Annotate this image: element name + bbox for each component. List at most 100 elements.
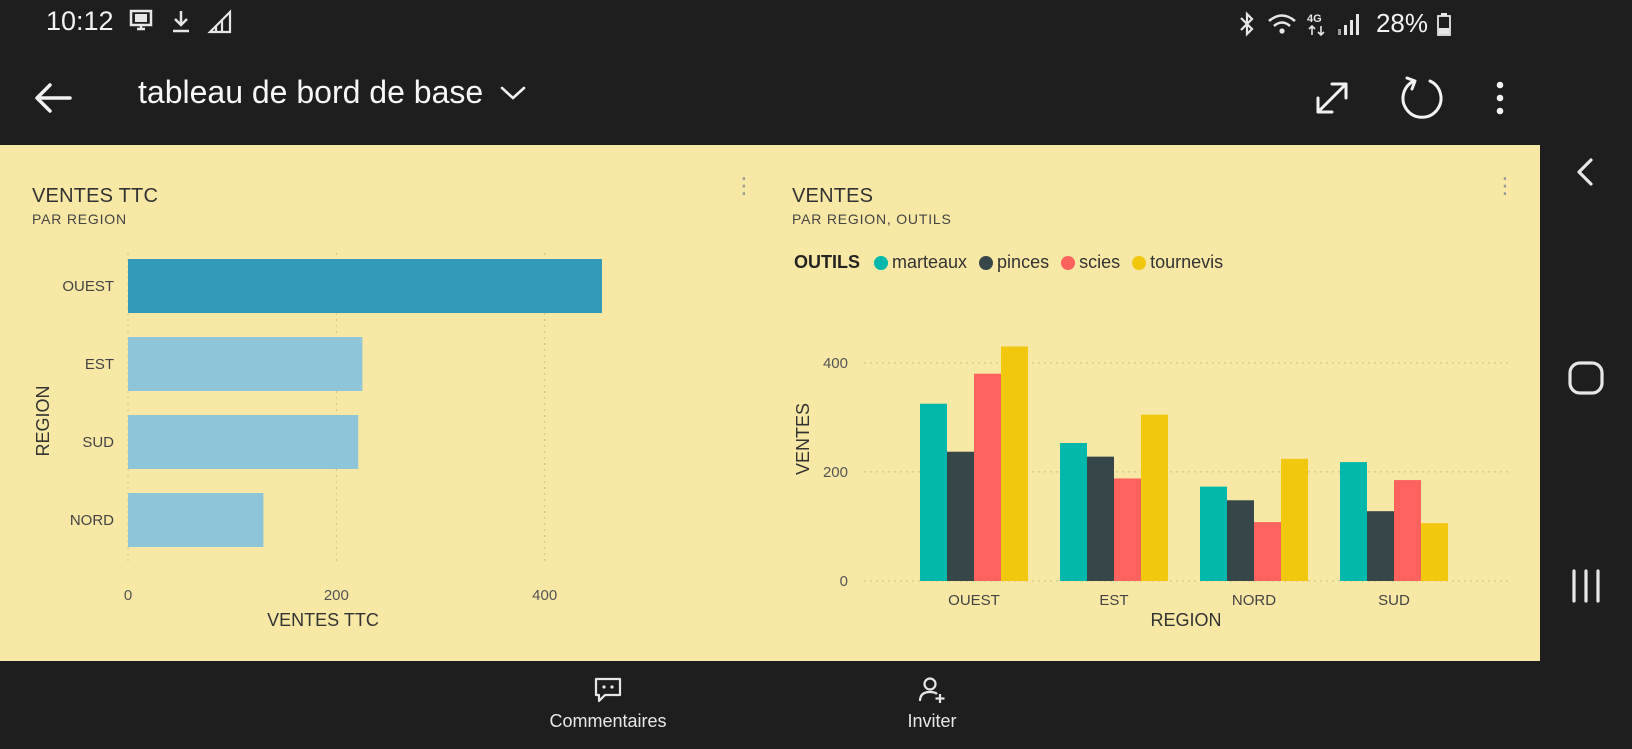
legend-item[interactable]: scies bbox=[1061, 252, 1120, 273]
y-tick-label: OUEST bbox=[62, 278, 114, 295]
column-chart-ventes: 0 200 400 OUEST EST NORD SUD REGION VENTES bbox=[793, 346, 1508, 630]
page-title: tableau de bord de base bbox=[138, 74, 484, 110]
y-tick-label: 200 bbox=[823, 464, 848, 481]
legend-label: marteaux bbox=[892, 252, 968, 272]
legend-swatch bbox=[1061, 255, 1076, 270]
bar bbox=[1254, 522, 1281, 581]
tile-subtitle: PAR REGION bbox=[32, 211, 127, 227]
status-right-icons: 4G 28% bbox=[1236, 8, 1452, 39]
tile-title: VENTES TTC bbox=[32, 185, 159, 207]
y-tick-label: 400 bbox=[823, 355, 848, 372]
legend-swatch bbox=[979, 255, 994, 270]
bar bbox=[920, 403, 947, 581]
chevron-left-icon bbox=[1577, 158, 1593, 186]
tile-ventes-ttc[interactable]: VENTES TTC PAR REGION ⋮ 0 200 400 OUEST EST S… bbox=[0, 145, 778, 661]
x-tick-label: SUD bbox=[1378, 592, 1410, 609]
tile-menu-button[interactable]: ⋮ bbox=[733, 173, 755, 198]
y-axis-label: REGION bbox=[33, 385, 53, 456]
bar bbox=[1141, 414, 1168, 581]
chart-legend: OUTILS marteaux pinces scies tournevis bbox=[794, 252, 1227, 273]
bar bbox=[1087, 456, 1114, 581]
bar bbox=[128, 259, 602, 313]
bar bbox=[947, 451, 974, 581]
y-tick-label: EST bbox=[85, 356, 114, 373]
y-tick-label: NORD bbox=[70, 512, 114, 529]
chevron-down-icon bbox=[500, 86, 526, 100]
nav-home-button[interactable] bbox=[1558, 350, 1614, 406]
refresh-button[interactable] bbox=[1396, 72, 1448, 124]
status-left-icons bbox=[128, 8, 234, 36]
fullscreen-button[interactable] bbox=[1306, 72, 1358, 124]
legend-title: OUTILS bbox=[794, 252, 860, 272]
x-tick-label: 0 bbox=[124, 587, 132, 604]
legend-swatch bbox=[874, 255, 888, 270]
bar bbox=[1060, 443, 1087, 581]
x-axis-label: REGION bbox=[1150, 610, 1221, 630]
y-tick-label: 0 bbox=[840, 573, 848, 590]
refresh-icon bbox=[1401, 76, 1443, 119]
y-axis-label: VENTES bbox=[793, 403, 813, 475]
battery-icon bbox=[1437, 12, 1451, 36]
legend-item[interactable]: pinces bbox=[979, 252, 1049, 273]
x-tick-label: 400 bbox=[532, 587, 557, 604]
bar bbox=[1394, 480, 1421, 581]
bluetooth-icon bbox=[1240, 10, 1254, 37]
wifi-icon bbox=[1268, 13, 1296, 34]
bar-chart-ventes-ttc: 0 200 400 OUEST EST SUD NORD VENTES TTC REGION bbox=[33, 253, 602, 630]
legend-label: tournevis bbox=[1150, 252, 1224, 272]
bar bbox=[1001, 346, 1028, 581]
svg-text:4G: 4G bbox=[1307, 13, 1322, 25]
bar bbox=[1367, 511, 1394, 581]
more-options-button[interactable] bbox=[1474, 72, 1526, 124]
dashboard-canvas: VENTES TTC PAR REGION ⋮ 0 200 400 OUEST EST S… bbox=[0, 145, 1540, 661]
tile-title: VENTES bbox=[792, 185, 874, 207]
back-button[interactable] bbox=[30, 74, 78, 122]
bar bbox=[974, 373, 1001, 581]
bar bbox=[1200, 486, 1227, 581]
comments-button[interactable]: Commentaires bbox=[542, 675, 674, 732]
home-icon bbox=[1568, 361, 1604, 395]
bar bbox=[1421, 523, 1448, 581]
status-bar: 10:12 4G bbox=[0, 0, 1632, 46]
bar bbox=[128, 415, 359, 469]
download-icon bbox=[173, 11, 189, 33]
nav-recent-apps-button[interactable] bbox=[1558, 558, 1614, 614]
x-axis-label: VENTES TTC bbox=[267, 610, 379, 630]
app-header: tableau de bord de base bbox=[0, 54, 1632, 140]
screen-share-icon bbox=[129, 9, 153, 31]
bar bbox=[1227, 500, 1254, 581]
bar bbox=[1114, 478, 1141, 581]
nav-back-button[interactable] bbox=[1558, 144, 1614, 200]
x-tick-label: NORD bbox=[1232, 592, 1276, 609]
x-tick-label: OUEST bbox=[948, 592, 1000, 609]
x-tick-label: 200 bbox=[324, 587, 349, 604]
invite-button[interactable]: Inviter bbox=[892, 675, 972, 732]
x-tick-label: EST bbox=[1099, 592, 1128, 609]
legend-item[interactable]: tournevis bbox=[1132, 252, 1223, 273]
signal-outline-icon bbox=[207, 9, 232, 34]
recent-apps-icon bbox=[1572, 569, 1600, 603]
more-vertical-icon bbox=[1496, 81, 1504, 115]
legend-item[interactable]: marteaux bbox=[874, 252, 967, 273]
tile-ventes[interactable]: VENTES PAR REGION, OUTILS ⋮ OUTILS marte… bbox=[778, 145, 1540, 661]
bar bbox=[1281, 458, 1308, 581]
back-arrow-icon bbox=[35, 83, 72, 113]
comment-icon bbox=[594, 677, 622, 703]
dashboard-title-dropdown[interactable]: tableau de bord de base bbox=[138, 74, 527, 111]
cell-signal-icon bbox=[1337, 13, 1359, 35]
fullscreen-icon bbox=[1316, 82, 1348, 114]
bar bbox=[1340, 462, 1367, 581]
add-person-icon bbox=[918, 677, 945, 703]
invite-label: Inviter bbox=[907, 711, 957, 731]
tile-menu-button[interactable]: ⋮ bbox=[1494, 173, 1516, 198]
status-time: 10:12 bbox=[46, 6, 114, 36]
bar bbox=[128, 493, 264, 547]
legend-label: pinces bbox=[997, 252, 1050, 272]
network-4g-icon: 4G bbox=[1307, 13, 1325, 36]
legend-swatch bbox=[1132, 255, 1147, 270]
system-nav-bar bbox=[1540, 130, 1632, 670]
bar bbox=[128, 337, 363, 391]
y-tick-label: SUD bbox=[82, 434, 114, 451]
bottom-action-bar: Commentaires Inviter bbox=[0, 665, 1540, 749]
comments-label: Commentaires bbox=[549, 711, 667, 731]
